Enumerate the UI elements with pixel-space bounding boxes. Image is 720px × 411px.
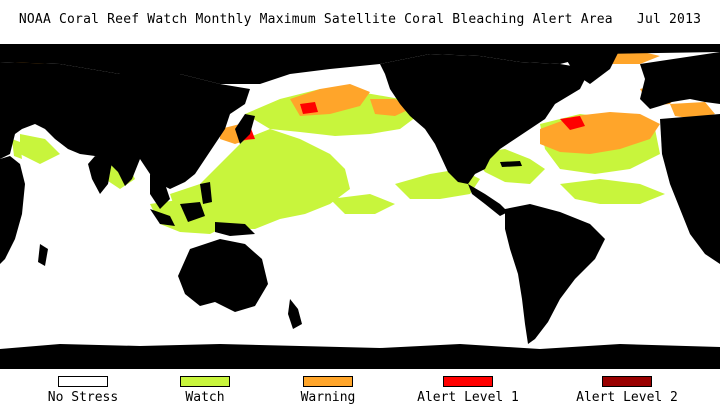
india [88, 156, 112, 194]
legend: No Stress Watch Warning Alert Level 1 Al… [0, 371, 720, 411]
legend-item-watch: Watch [135, 371, 275, 411]
watch-tropical-atlantic [560, 179, 665, 204]
legend-label-alert-2: Alert Level 2 [576, 390, 678, 405]
legend-label-watch: Watch [185, 390, 225, 405]
warning-med [670, 102, 715, 119]
africa-east [660, 114, 720, 264]
map-title: NOAA Coral Reef Watch Monthly Maximum Sa… [18, 12, 702, 27]
legend-item-alert-1: Alert Level 1 [398, 371, 538, 411]
watch-red-sea [12, 139, 22, 159]
legend-label-no-stress: No Stress [47, 390, 119, 405]
legend-item-warning: Warning [258, 371, 398, 411]
legend-label-warning: Warning [300, 390, 356, 405]
legend-item-alert-2: Alert Level 2 [557, 371, 697, 411]
antarctica [0, 344, 720, 369]
watch-west-pacific [170, 129, 350, 229]
madagascar [38, 244, 48, 266]
indochina [150, 174, 170, 209]
land [0, 44, 720, 369]
legend-swatch-no-stress [58, 376, 108, 387]
legend-item-no-stress: No Stress [13, 371, 153, 411]
north-america [380, 54, 590, 184]
alert1-pacific [300, 102, 318, 114]
japan [235, 114, 255, 144]
world-alert-map [0, 44, 720, 369]
legend-swatch-watch [180, 376, 230, 387]
greenland [560, 49, 620, 84]
watch-central-pacific [330, 194, 395, 214]
legend-swatch-warning [303, 376, 353, 387]
legend-swatch-alert-2 [602, 376, 652, 387]
africa [0, 156, 25, 264]
australia [178, 239, 268, 312]
watch-indian [20, 134, 60, 164]
alert1-north-atlantic [560, 116, 585, 130]
asia [0, 62, 250, 189]
new-zealand [288, 299, 302, 329]
legend-label-alert-1: Alert Level 1 [417, 390, 519, 405]
new-guinea [215, 222, 255, 236]
sumatra [150, 209, 175, 226]
legend-swatch-alert-1 [443, 376, 493, 387]
europe [640, 52, 720, 109]
south-america [505, 204, 605, 344]
cuba [500, 161, 522, 167]
central-america [468, 184, 508, 216]
philippines [200, 182, 212, 204]
borneo [180, 202, 205, 222]
